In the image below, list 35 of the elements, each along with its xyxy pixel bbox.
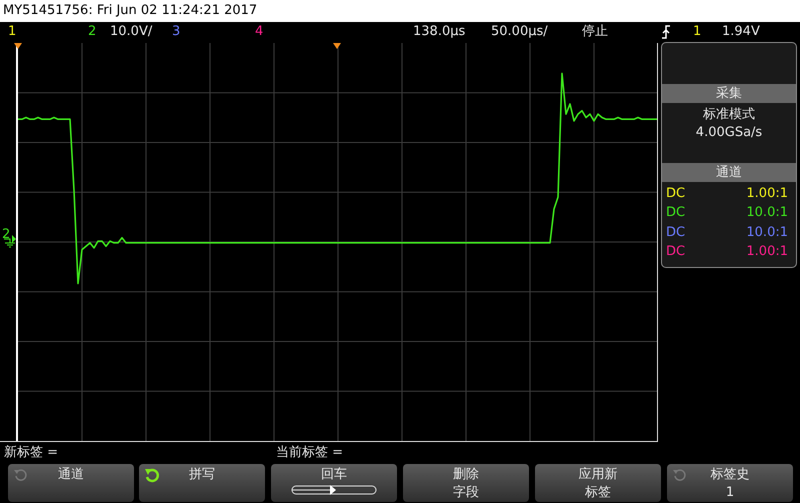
text: 1.00:1 (746, 186, 788, 201)
text: 4 (255, 24, 264, 40)
text: 新标签 = (4, 445, 58, 461)
text: 删除 (452, 467, 480, 483)
text: DC (666, 244, 686, 260)
text: 拼写 (188, 467, 216, 483)
text: 10.0V/ (110, 24, 152, 40)
text: 2 (2, 227, 10, 243)
text: 通道 (57, 467, 85, 483)
text: 138.0µs (413, 24, 466, 40)
text: 1 (693, 24, 702, 40)
text: 10.0:1 (746, 225, 788, 240)
text: 1.00:1 (746, 244, 788, 259)
text: 1.94V (722, 24, 760, 40)
text: DC (666, 186, 686, 202)
text: 10.0:1 (746, 205, 788, 220)
text: 2 (88, 24, 96, 40)
text: 字段 (452, 485, 480, 501)
text: 通道 (662, 165, 796, 181)
text: 1 (724, 485, 736, 501)
chart-title: MY51451756: Fri Jun 02 11:24:21 2017 (3, 3, 258, 18)
text: 应用新 (578, 467, 618, 483)
text: 停止 (582, 24, 608, 40)
text: 1 (8, 24, 16, 40)
text: 标准模式 (702, 107, 756, 123)
text: DC (666, 205, 686, 221)
text: 3 (172, 24, 180, 40)
text: 4.00GSa/s (694, 125, 764, 141)
text: 标签史 (710, 467, 750, 483)
text: 回车 (320, 467, 348, 483)
text: DC (666, 225, 686, 241)
text: 50.00µs/ (491, 24, 548, 40)
text: 当前标签 = (276, 445, 344, 461)
text: 采集 (662, 86, 796, 102)
text: 标签 (584, 485, 612, 501)
